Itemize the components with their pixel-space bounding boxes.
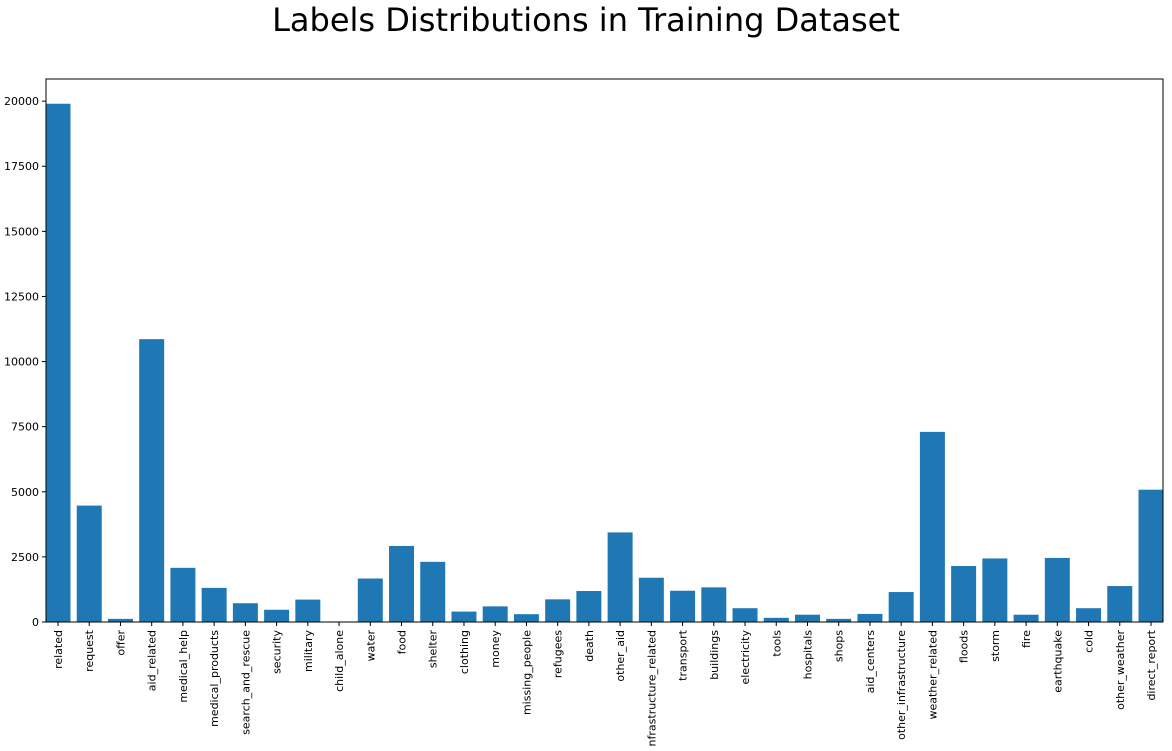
y-tick-label-7500: 7500 (11, 421, 39, 434)
x-tick-label-fire: fire (1020, 630, 1033, 648)
bar-weather-related (919, 431, 945, 622)
x-tick-label-search-and-rescue: search_and_rescue (239, 630, 252, 735)
y-tick-label-20000: 20000 (4, 95, 39, 108)
bar-water (357, 578, 383, 622)
y-tick-label-0: 0 (32, 616, 39, 629)
bar-clothing (451, 611, 477, 622)
x-tick-label-other-weather: other_weather (1114, 630, 1127, 710)
x-tick-label-military: military (302, 630, 315, 672)
bar-refugees (545, 599, 571, 622)
x-tick-label-hospitals: hospitals (801, 630, 814, 680)
x-tick-label-tools: tools (770, 630, 783, 657)
x-tick-label-transport: transport (677, 629, 690, 681)
bar-direct-report (1138, 489, 1164, 622)
y-tick-label-15000: 15000 (4, 225, 39, 238)
bar-offer (107, 618, 133, 622)
x-tick-label-death: death (583, 630, 596, 662)
x-tick-label-medical-products: medical_products (208, 630, 221, 727)
bar-buildings (701, 587, 727, 622)
x-tick-label-aid-centers: aid_centers (864, 630, 877, 694)
bar-search-and-rescue (232, 603, 258, 622)
bar-related (45, 103, 71, 622)
bar-death (576, 591, 602, 622)
x-tick-label-direct-report: direct_report (1145, 629, 1158, 700)
x-tick-label-shops: shops (833, 630, 846, 662)
plot-frame (45, 78, 1164, 623)
bar-other-aid (607, 532, 633, 622)
bar-medical-products (201, 587, 227, 622)
bar-cold (1076, 608, 1102, 622)
x-axis: related request offer aid_related medical_he… (52, 622, 1158, 750)
chart-title: Labels Distributions in Training Dataset (272, 1, 900, 39)
x-tick-label-security: security (271, 630, 284, 674)
bar-medical-help (170, 567, 196, 622)
y-tick-label-12500: 12500 (4, 290, 39, 303)
bar-earthquake (1044, 557, 1070, 622)
x-tick-label-infrastructure-related: infrastructure_related (645, 630, 658, 746)
x-tick-label-medical-help: medical_help (177, 630, 190, 703)
x-tick-label-other-aid: other_aid (614, 630, 627, 682)
x-tick-label-shelter: shelter (427, 630, 440, 669)
x-tick-label-storm: storm (989, 630, 1002, 662)
bar-floods (951, 566, 977, 622)
x-tick-label-aid-related: aid_related (146, 630, 159, 691)
bar-aid-related (139, 339, 165, 622)
y-axis: 0 2500 5000 7500 10000 12500 15000 17500 20000 (4, 95, 46, 629)
x-tick-label-refugees: refugees (552, 630, 565, 678)
bar-missing-people (513, 614, 539, 622)
bar-infrastructure-related (638, 577, 664, 622)
bar-storm (982, 558, 1008, 622)
bar-food (389, 545, 415, 622)
bar-military (295, 599, 321, 622)
bar-electricity (732, 608, 758, 622)
y-tick-label-17500: 17500 (4, 160, 39, 173)
y-tick-label-5000: 5000 (11, 486, 39, 499)
y-tick-label-10000: 10000 (4, 356, 39, 369)
x-tick-label-other-infrastructure: other_infrastructure (895, 630, 908, 740)
x-tick-label-related: related (52, 630, 65, 669)
x-tick-label-weather-related: weather_related (926, 630, 939, 720)
bar-tools (763, 617, 789, 622)
y-tick-label-2500: 2500 (11, 551, 39, 564)
bar-security (264, 609, 290, 622)
x-tick-label-money: money (489, 630, 502, 668)
x-tick-label-electricity: electricity (739, 630, 752, 685)
bar-money (482, 606, 508, 622)
x-tick-label-offer: offer (114, 630, 127, 656)
x-tick-label-floods: floods (958, 630, 971, 663)
bar-fire (1013, 614, 1039, 622)
x-tick-label-water: water (364, 630, 377, 662)
x-tick-label-buildings: buildings (708, 630, 721, 680)
bar-shelter (420, 561, 446, 622)
bars-group (45, 103, 1164, 622)
x-tick-label-request: request (83, 629, 96, 672)
x-tick-label-clothing: clothing (458, 630, 471, 674)
bar-request (76, 505, 102, 622)
bar-other-weather (1107, 586, 1133, 622)
bar-other-infrastructure (888, 592, 914, 622)
bar-transport (670, 590, 696, 622)
x-tick-label-missing-people: missing_people (520, 630, 533, 715)
bar-hospitals (794, 614, 820, 622)
x-tick-label-child-alone: child_alone (333, 630, 346, 692)
x-tick-label-earthquake: earthquake (1051, 630, 1064, 693)
x-tick-label-cold: cold (1083, 630, 1096, 653)
bar-aid-centers (857, 613, 883, 622)
bar-shops (826, 618, 852, 622)
x-tick-label-food: food (396, 630, 409, 654)
